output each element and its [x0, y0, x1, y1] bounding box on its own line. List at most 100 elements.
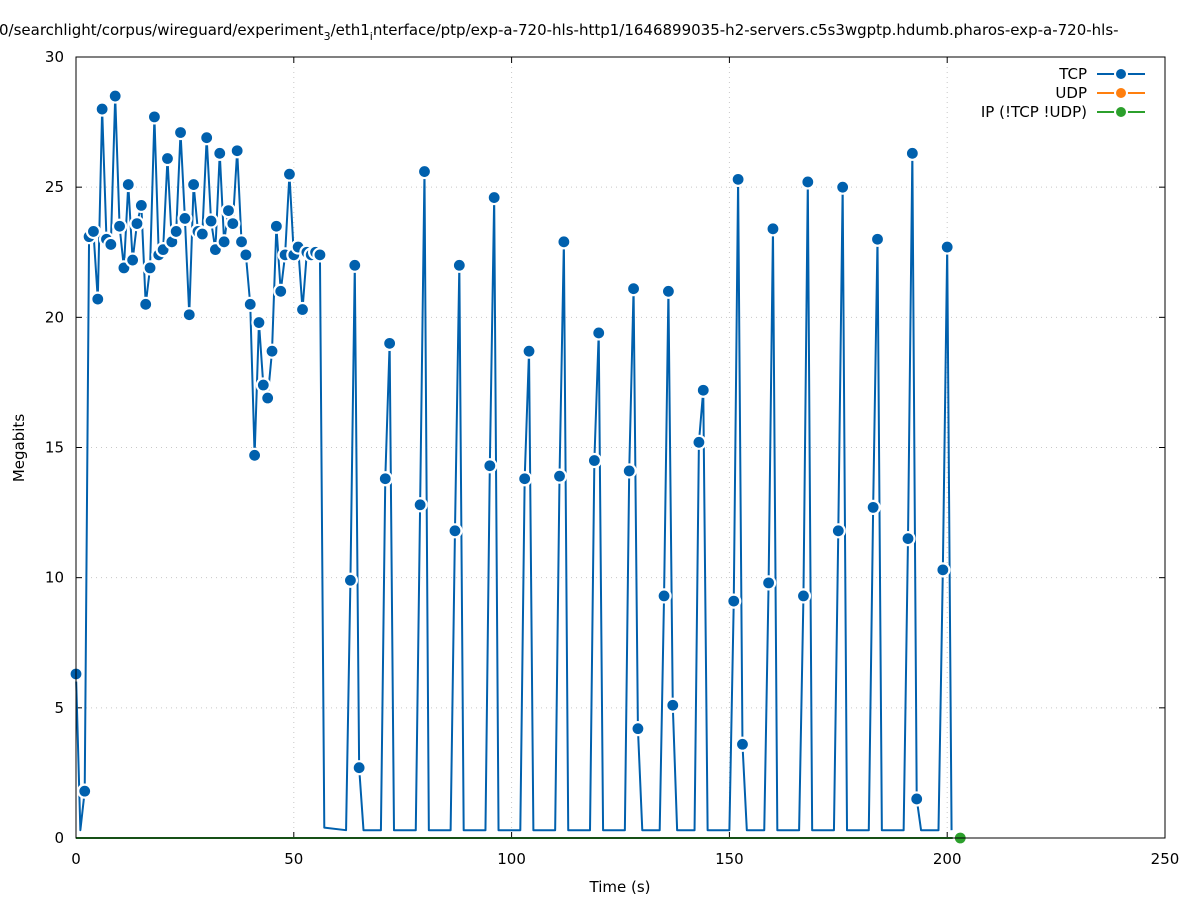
- data-point: [94, 101, 110, 117]
- data-point: [521, 343, 537, 359]
- data-point: [229, 143, 245, 159]
- axis-ticks: 0 50 100 150 200 250 0 5 10 15 20 25 30: [45, 48, 1179, 868]
- data-point: [830, 523, 846, 539]
- chart-title: 0/searchlight/corpus/wireguard/experimen…: [0, 21, 1119, 43]
- data-point: [203, 213, 219, 229]
- data-point: [665, 697, 681, 713]
- data-point: [835, 179, 851, 195]
- data-point: [85, 223, 102, 240]
- data-point: [181, 307, 197, 323]
- data-point: [294, 301, 311, 318]
- data-point: [342, 572, 359, 588]
- data-point: [591, 325, 607, 341]
- data-point: [765, 221, 781, 237]
- data-point: [630, 721, 646, 737]
- data-point: [865, 499, 881, 515]
- data-point: [351, 760, 367, 776]
- title-part-1: 0/searchlight/corpus/wireguard/experimen…: [0, 21, 324, 39]
- data-point: [260, 390, 276, 406]
- data-point: [216, 234, 232, 250]
- data-point: [103, 236, 119, 253]
- y-axis-title: Megabits: [10, 414, 28, 482]
- x-tick-label: 0: [71, 850, 81, 868]
- x-tick-label: 200: [933, 850, 962, 868]
- legend-label: UDP: [1055, 84, 1087, 102]
- data-point: [77, 783, 93, 799]
- data-point: [233, 234, 250, 250]
- data-point: [900, 531, 916, 547]
- data-point: [129, 216, 145, 232]
- data-point: [486, 189, 502, 206]
- x-tick-label: 250: [1151, 850, 1180, 868]
- data-point: [138, 296, 154, 312]
- data-point: [734, 736, 751, 752]
- data-point: [761, 575, 777, 591]
- legend-swatch-marker: [1114, 67, 1128, 81]
- data-point: [660, 283, 677, 299]
- y-tick-label: 20: [45, 308, 64, 326]
- data-point: [382, 335, 398, 351]
- data-point: [726, 593, 742, 609]
- data-point: [125, 252, 141, 268]
- y-tick-label: 10: [45, 569, 64, 587]
- data-point: [168, 223, 184, 240]
- data-point: [625, 281, 642, 297]
- data-point: [586, 452, 602, 469]
- data-point: [377, 471, 393, 487]
- data-point: [312, 247, 328, 263]
- series-markers: [68, 88, 968, 846]
- y-tick-label: 15: [45, 439, 64, 457]
- y-tick-label: 5: [54, 699, 64, 717]
- y-tick-label: 0: [54, 829, 64, 847]
- data-point: [142, 260, 158, 276]
- data-point: [159, 150, 176, 167]
- x-axis-title: Time (s): [589, 878, 651, 896]
- data-point: [273, 283, 289, 299]
- data-point: [800, 174, 816, 190]
- data-point: [225, 216, 241, 232]
- data-point: [517, 471, 533, 487]
- data-point: [146, 109, 163, 125]
- data-point: [281, 166, 298, 182]
- data-point: [482, 458, 498, 474]
- data-point: [656, 588, 672, 604]
- data-point: [412, 497, 428, 513]
- data-point: [199, 130, 215, 146]
- data-point: [133, 197, 149, 213]
- x-tick-label: 50: [284, 850, 303, 868]
- data-point: [416, 163, 433, 180]
- data-point: [451, 257, 467, 273]
- data-point: [177, 210, 193, 227]
- data-point: [730, 171, 746, 187]
- legend-swatch-marker: [1114, 105, 1128, 119]
- plot-frame: [75, 56, 1166, 839]
- legend-label: TCP: [1058, 65, 1087, 83]
- data-point: [212, 145, 228, 161]
- data-point: [939, 239, 955, 255]
- data-point: [194, 226, 210, 242]
- title-part-2: /eth1: [331, 21, 370, 39]
- title-sub-1: 3: [324, 30, 331, 43]
- data-point: [556, 234, 572, 250]
- data-point: [551, 468, 568, 484]
- data-point: [904, 145, 920, 161]
- data-point: [268, 218, 284, 234]
- title-sub-2: i: [370, 30, 373, 43]
- x-tick-label: 100: [497, 850, 526, 868]
- legend-swatch-marker: [1114, 86, 1128, 100]
- y-tick-label: 30: [45, 48, 64, 66]
- data-point: [695, 382, 711, 398]
- data-point: [447, 523, 463, 539]
- data-point: [909, 791, 925, 807]
- data-point: [120, 176, 136, 193]
- data-point: [264, 343, 280, 359]
- data-point: [186, 176, 202, 193]
- data-point: [869, 231, 886, 247]
- legend-label: IP (!TCP !UDP): [981, 103, 1087, 121]
- data-point: [251, 314, 267, 331]
- data-point: [691, 434, 707, 450]
- data-point: [220, 202, 237, 219]
- series-lines: [75, 95, 961, 839]
